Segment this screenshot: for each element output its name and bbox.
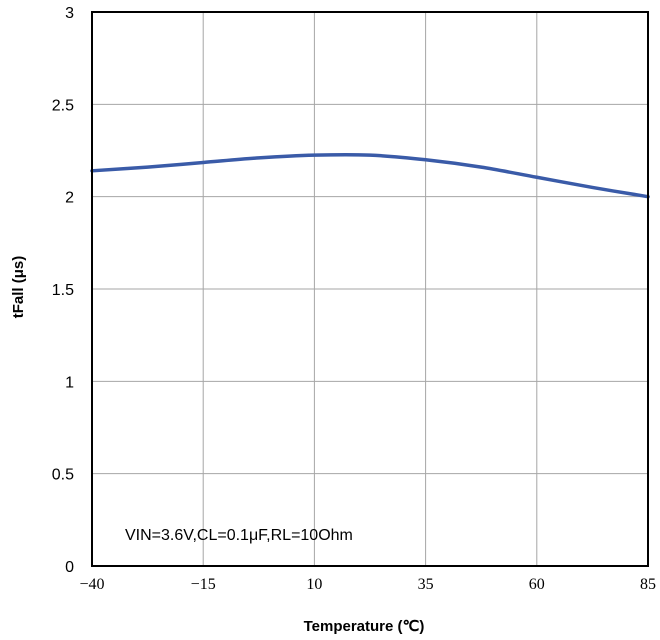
x-axis-title: Temperature (℃): [304, 618, 425, 635]
x-tick-label: 60: [529, 576, 545, 593]
series-layer: [90, 152, 650, 199]
test-conditions-annotation: VIN=3.6V,CL=0.1μF,RL=10Ohm: [125, 527, 353, 544]
y-axis-title: tFall (μs): [10, 256, 27, 319]
y-tick-label: 3: [65, 5, 74, 22]
y-tick-label: 2.5: [52, 97, 74, 114]
x-tick-label: −15: [191, 576, 216, 593]
x-tick-label: 85: [640, 576, 656, 593]
x-tick-label: −40: [79, 576, 104, 593]
plot-frame: [91, 11, 649, 567]
y-tick-label: 1.5: [52, 282, 74, 299]
x-axis-ticks: −40 −15 10 35 60 85: [79, 576, 656, 593]
grid: [92, 12, 648, 566]
y-axis-ticks: 0 0.5 1 1.5 2 2.5 3: [52, 5, 74, 576]
x-tick-label: 10: [306, 576, 322, 593]
y-tick-label: 2: [65, 190, 74, 207]
series-line-0: [90, 152, 650, 199]
y-tick-label: 0.5: [52, 467, 74, 484]
y-tick-label: 0: [65, 559, 74, 576]
x-tick-label: 35: [418, 576, 434, 593]
y-tick-label: 1: [65, 374, 74, 391]
